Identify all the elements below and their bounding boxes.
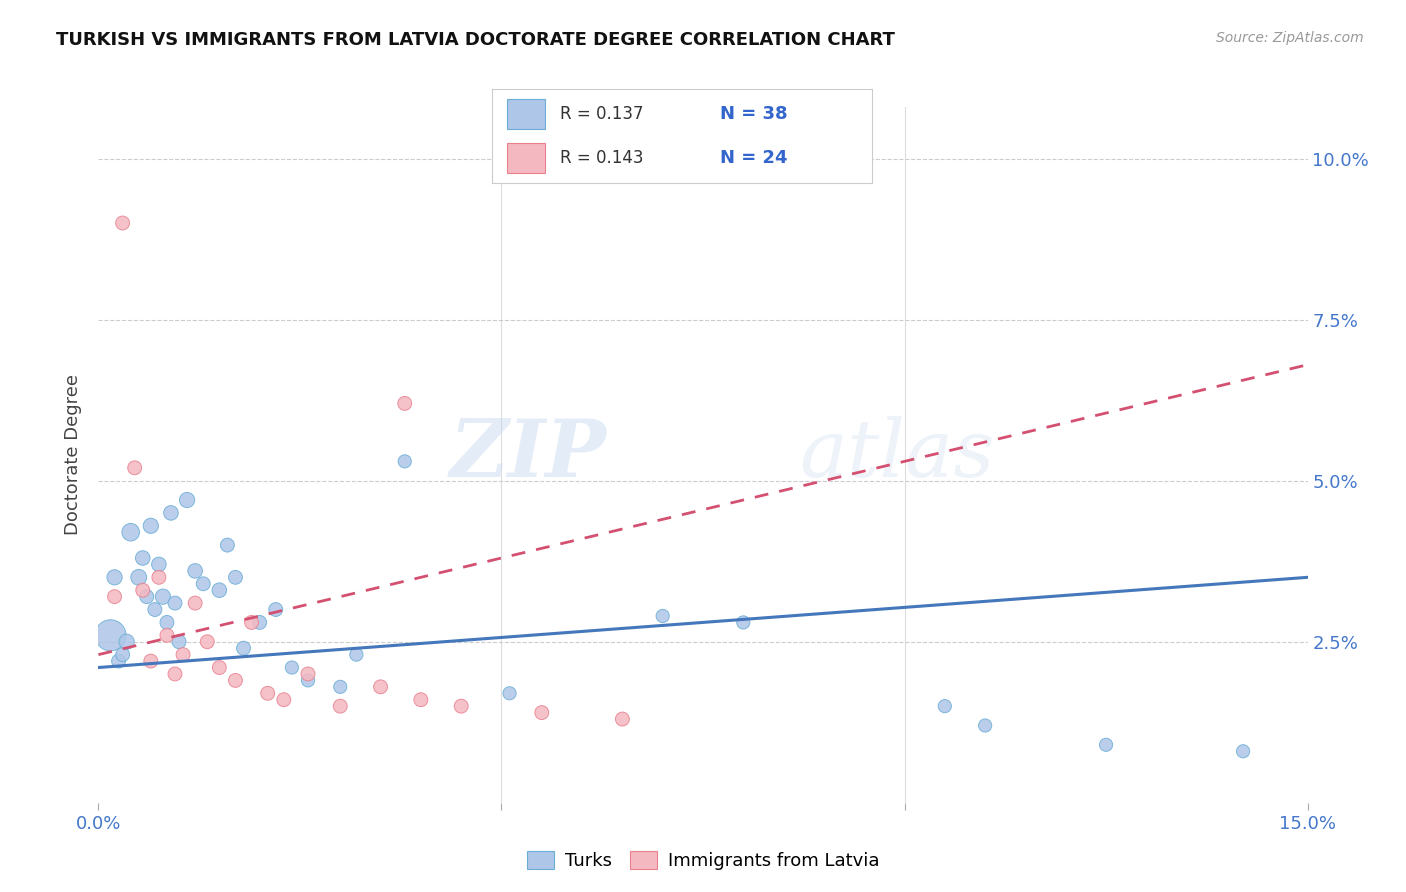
Point	[143, 602, 166, 616]
Bar	[508, 98, 546, 129]
Point	[132, 551, 155, 566]
Point	[139, 654, 162, 668]
Point	[128, 570, 150, 584]
Point	[394, 454, 416, 468]
Point	[156, 615, 179, 630]
Point	[107, 654, 129, 668]
Point	[103, 590, 125, 604]
Y-axis label: Doctorate Degree: Doctorate Degree	[65, 375, 83, 535]
Point	[1232, 744, 1254, 758]
Point	[498, 686, 520, 700]
Point	[103, 570, 125, 584]
Point	[135, 590, 157, 604]
Point	[184, 596, 207, 610]
Point	[156, 628, 179, 642]
Point	[329, 699, 352, 714]
Point	[172, 648, 194, 662]
Point	[115, 634, 138, 648]
Text: R = 0.137: R = 0.137	[561, 105, 644, 123]
Legend: Turks, Immigrants from Latvia: Turks, Immigrants from Latvia	[520, 844, 886, 877]
Point	[148, 570, 170, 584]
Text: ZIP: ZIP	[450, 417, 606, 493]
Point	[934, 699, 956, 714]
Point	[409, 692, 432, 706]
Point	[176, 493, 198, 508]
Point	[139, 518, 162, 533]
Point	[148, 558, 170, 572]
Point	[167, 634, 190, 648]
Text: N = 24: N = 24	[720, 149, 787, 167]
Point	[370, 680, 392, 694]
Point	[152, 590, 174, 604]
Text: R = 0.143: R = 0.143	[561, 149, 644, 167]
Point	[256, 686, 278, 700]
Text: Source: ZipAtlas.com: Source: ZipAtlas.com	[1216, 31, 1364, 45]
Text: atlas: atlas	[800, 417, 995, 493]
Point	[124, 460, 146, 475]
Point	[530, 706, 553, 720]
Point	[193, 576, 215, 591]
Point	[281, 660, 304, 674]
Point	[208, 660, 231, 674]
Point	[394, 396, 416, 410]
Point	[297, 673, 319, 688]
Point	[160, 506, 183, 520]
Point	[240, 615, 263, 630]
Point	[974, 718, 997, 732]
Point	[733, 615, 755, 630]
Point	[217, 538, 239, 552]
Point	[132, 583, 155, 598]
Point	[111, 216, 134, 230]
Point	[111, 648, 134, 662]
Point	[120, 525, 142, 540]
Point	[163, 667, 186, 681]
Point	[232, 641, 254, 656]
Point	[224, 570, 246, 584]
Text: N = 38: N = 38	[720, 105, 787, 123]
Point	[184, 564, 207, 578]
Point	[329, 680, 352, 694]
Point	[163, 596, 186, 610]
Point	[195, 634, 218, 648]
Point	[1095, 738, 1118, 752]
Point	[264, 602, 287, 616]
Point	[208, 583, 231, 598]
Point	[450, 699, 472, 714]
Point	[651, 609, 673, 624]
Bar	[508, 143, 546, 173]
Point	[344, 648, 367, 662]
Point	[297, 667, 319, 681]
Point	[224, 673, 246, 688]
Point	[249, 615, 271, 630]
Point	[612, 712, 634, 726]
Text: TURKISH VS IMMIGRANTS FROM LATVIA DOCTORATE DEGREE CORRELATION CHART: TURKISH VS IMMIGRANTS FROM LATVIA DOCTOR…	[56, 31, 896, 49]
Point	[273, 692, 295, 706]
Point	[100, 628, 122, 642]
